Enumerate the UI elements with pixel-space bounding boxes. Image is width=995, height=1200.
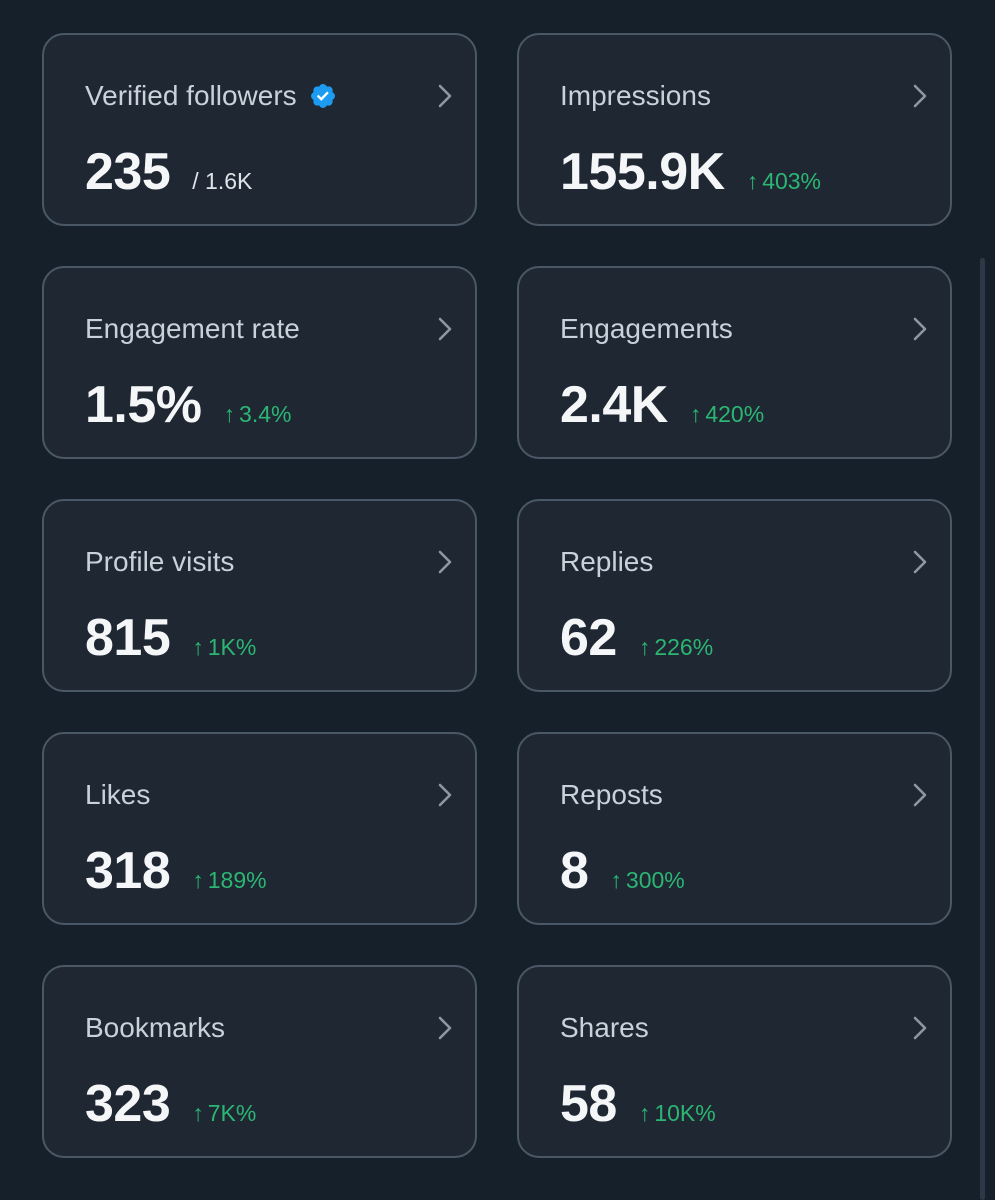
verified-badge-icon	[310, 84, 335, 108]
card-title: Reposts	[560, 779, 663, 811]
chevron-right-icon	[438, 550, 452, 574]
arrow-up-icon: ↑	[192, 867, 204, 893]
arrow-up-icon: ↑	[689, 401, 702, 427]
value-row: 235 / 1.6K	[85, 142, 252, 202]
card-title: Impressions	[560, 80, 711, 112]
card-reposts[interactable]: Reposts 8 ↑ 300%	[517, 732, 952, 925]
metric-change: ↑ 189%	[192, 867, 266, 894]
change-value: 189%	[207, 867, 267, 893]
card-title: Verified followers	[85, 80, 337, 112]
value-row: 155.9K ↑ 403%	[560, 142, 821, 202]
change-value: 3.4%	[239, 401, 292, 427]
metric-value: 2.4K	[560, 376, 668, 434]
value-row: 2.4K ↑ 420%	[560, 375, 764, 435]
chevron-right-icon	[913, 317, 927, 341]
change-value: 403%	[762, 168, 822, 194]
card-title: Bookmarks	[85, 1012, 225, 1044]
card-title: Likes	[85, 779, 150, 811]
value-row: 62 ↑ 226%	[560, 608, 713, 668]
card-title: Shares	[560, 1012, 649, 1044]
change-value: 420%	[705, 401, 765, 427]
card-title-label: Bookmarks	[85, 1012, 226, 1043]
card-replies[interactable]: Replies 62 ↑ 226%	[517, 499, 952, 692]
arrow-up-icon: ↑	[192, 634, 204, 660]
metric-change: ↑ 403%	[747, 168, 821, 195]
card-verified-followers[interactable]: Verified followers 235 / 1.6K	[42, 33, 477, 226]
value-row: 323 ↑ 7K%	[85, 1074, 256, 1134]
arrow-up-icon: ↑	[638, 634, 651, 660]
metric-change: ↑ 226%	[639, 634, 713, 661]
chevron-right-icon	[438, 783, 452, 807]
card-bookmarks[interactable]: Bookmarks 323 ↑ 7K%	[42, 965, 477, 1158]
card-shares[interactable]: Shares 58 ↑ 10K%	[517, 965, 952, 1158]
metric-value: 318	[85, 842, 171, 900]
metric-value: 8	[560, 842, 589, 900]
metric-change: ↑ 7K%	[192, 1100, 256, 1127]
metrics-grid: Verified followers 235 / 1.6K Impression…	[42, 33, 952, 1158]
value-row: 1.5% ↑ 3.4%	[85, 375, 291, 435]
arrow-up-icon: ↑	[638, 1100, 651, 1126]
chevron-right-icon	[438, 317, 452, 341]
change-value: 1K%	[207, 634, 257, 660]
chevron-right-icon	[913, 783, 927, 807]
card-title: Replies	[560, 546, 653, 578]
card-title: Engagements	[560, 313, 733, 345]
chevron-right-icon	[913, 1016, 927, 1040]
metric-change: ↑ 10K%	[639, 1100, 716, 1127]
card-profile-visits[interactable]: Profile visits 815 ↑ 1K%	[42, 499, 477, 692]
value-row: 8 ↑ 300%	[560, 841, 685, 901]
card-impressions[interactable]: Impressions 155.9K ↑ 403%	[517, 33, 952, 226]
metric-value: 235	[85, 143, 171, 201]
card-title-label: Engagements	[560, 313, 733, 344]
chevron-right-icon	[913, 550, 927, 574]
metric-value: 323	[85, 1075, 171, 1133]
card-engagement-rate[interactable]: Engagement rate 1.5% ↑ 3.4%	[42, 266, 477, 459]
metric-value: 815	[85, 609, 171, 667]
change-value: 10K%	[654, 1100, 716, 1126]
metric-total: / 1.6K	[192, 168, 253, 194]
card-title: Engagement rate	[85, 313, 300, 345]
metric-change: ↑ 3.4%	[224, 401, 292, 428]
value-row: 58 ↑ 10K%	[560, 1074, 716, 1134]
card-likes[interactable]: Likes 318 ↑ 189%	[42, 732, 477, 925]
metric-value: 155.9K	[560, 143, 725, 201]
card-title: Profile visits	[85, 546, 234, 578]
value-row: 815 ↑ 1K%	[85, 608, 256, 668]
metric-value: 62	[560, 609, 617, 667]
card-title-label: Reposts	[560, 779, 663, 810]
metric-change: ↑ 420%	[690, 401, 764, 428]
metric-change: ↑ 300%	[610, 867, 684, 894]
metric-value: 1.5%	[85, 376, 202, 434]
card-title-label: Likes	[85, 779, 151, 810]
card-engagements[interactable]: Engagements 2.4K ↑ 420%	[517, 266, 952, 459]
metric-value: 58	[560, 1075, 617, 1133]
scrollbar[interactable]	[980, 258, 985, 1200]
card-title-label: Profile visits	[85, 546, 235, 577]
arrow-up-icon: ↑	[610, 867, 622, 893]
arrow-up-icon: ↑	[223, 401, 236, 427]
card-title-label: Replies	[560, 546, 654, 577]
change-value: 226%	[654, 634, 714, 660]
value-row: 318 ↑ 189%	[85, 841, 267, 901]
metric-change: ↑ 1K%	[192, 634, 256, 661]
chevron-right-icon	[438, 84, 452, 108]
change-value: 300%	[625, 867, 685, 893]
card-title-label: Engagement rate	[85, 313, 300, 344]
card-title-label: Shares	[560, 1012, 649, 1043]
card-title-label: Impressions	[560, 80, 711, 111]
chevron-right-icon	[913, 84, 927, 108]
arrow-up-icon: ↑	[746, 168, 759, 194]
arrow-up-icon: ↑	[192, 1100, 204, 1126]
card-title-label: Verified followers	[85, 80, 297, 111]
change-value: 7K%	[207, 1100, 257, 1126]
chevron-right-icon	[438, 1016, 452, 1040]
